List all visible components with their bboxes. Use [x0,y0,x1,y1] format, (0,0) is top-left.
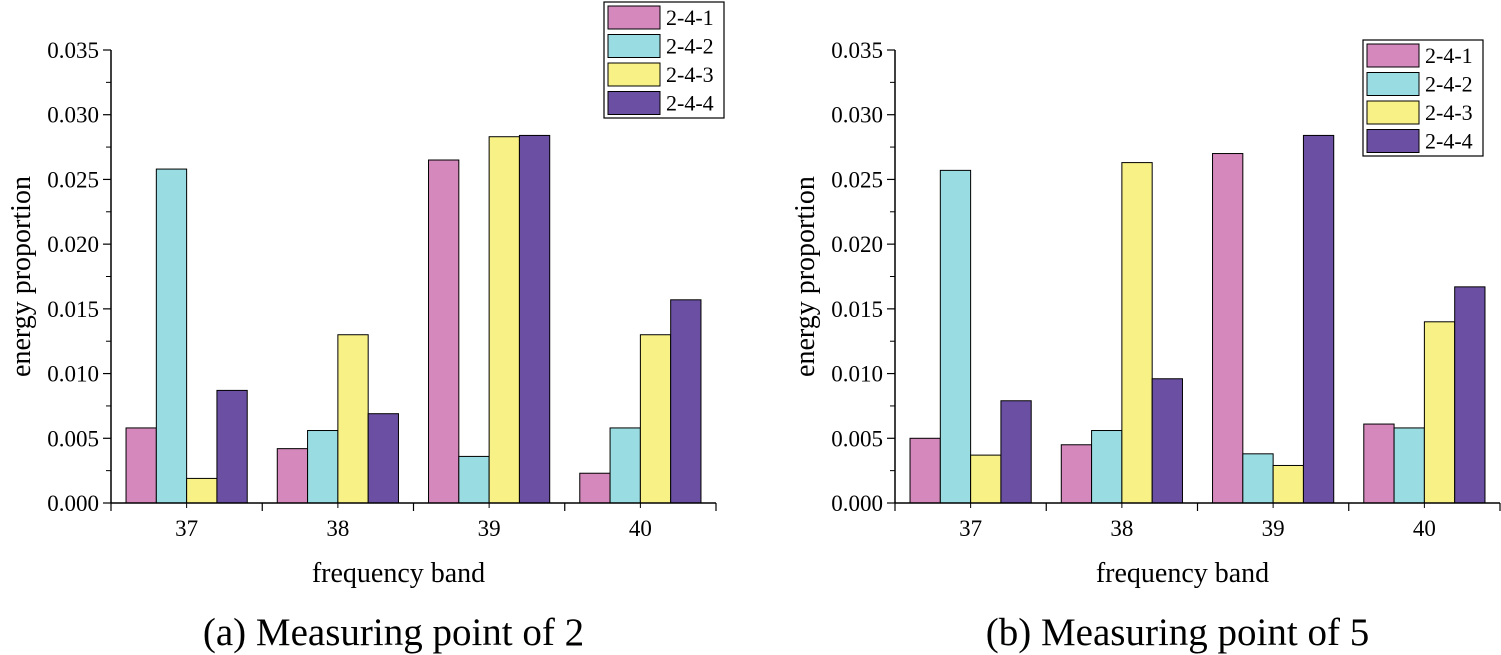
y-tick-label: 0.025 [47,167,99,192]
bar-2-4-2-39 [458,455,490,504]
legend-swatch-2-4-4 [607,91,661,115]
y-tick-label: 0.030 [831,103,883,128]
bar-2-4-2-38 [307,430,339,504]
x-tick-label: 40 [629,516,652,541]
legend-swatch-2-4-2 [1366,72,1420,96]
y-tick-label: 0.010 [47,362,99,387]
bar-2-4-3-37 [186,477,218,504]
bar-2-4-2-38 [1091,430,1123,504]
bar-2-4-4-39 [1302,134,1335,504]
bar-2-4-2-37 [939,169,972,504]
figure-caption: (a) Measuring point of 2 [203,611,584,654]
legend-swatch-2-4-4 [1366,129,1420,153]
y-tick-label: 0.025 [831,167,883,192]
x-tick-label: 40 [1413,516,1436,541]
x-tick-label: 38 [326,516,349,541]
x-tick-label: 39 [1262,516,1285,541]
legend-swatch-2-4-3 [1366,100,1420,125]
legend-swatch-2-4-1 [1366,43,1420,68]
legend-label-2-4-2: 2-4-2 [1425,72,1473,97]
bar-2-4-4-37 [216,389,248,504]
x-tick-label: 37 [959,516,982,541]
bar-2-4-4-40 [1454,286,1486,504]
y-tick-label: 0.015 [831,297,883,322]
bar-2-4-3-38 [337,334,369,504]
y-tick-label: 0.005 [831,426,883,451]
bar-2-4-1-40 [579,472,611,504]
x-tick-label: 38 [1110,516,1133,541]
legend-label-2-4-2: 2-4-2 [666,34,714,59]
bar-2-4-4-38 [1151,378,1183,504]
y-tick-label: 0.000 [831,491,883,516]
bar-2-4-1-40 [1363,423,1395,504]
x-tick-label: 37 [175,516,198,541]
legend-label-2-4-3: 2-4-3 [666,62,714,87]
legend-label-2-4-4: 2-4-4 [666,91,714,116]
y-tick-label: 0.010 [831,362,883,387]
figure-caption: (b) Measuring point of 5 [986,611,1369,654]
legend-swatch-2-4-3 [607,62,661,87]
legend: 2-4-1 2-4-2 2-4-3 2-4-4 [603,1,725,119]
bar-2-4-1-38 [276,448,309,504]
y-tick-label: 0.030 [47,103,99,128]
x-axis-title: frequency band [312,558,485,589]
bar-2-4-1-38 [1060,444,1093,504]
bar-2-4-2-40 [1393,427,1425,504]
y-tick-label: 0.005 [47,426,99,451]
legend: 2-4-1 2-4-2 2-4-3 2-4-4 [1362,39,1484,157]
x-axis-title: frequency band [1096,558,1269,589]
bar-2-4-2-40 [609,427,641,504]
bar-2-4-3-39 [1272,464,1304,504]
bar-2-4-3-40 [639,334,672,504]
y-axis-title: energy proportion [6,176,37,377]
chart-a: 0.000 0.005 0.010 0.015 0.020 0.025 0.030 0.035… [6,1,725,654]
y-tick-label: 0.000 [47,491,99,516]
bar-2-4-3-37 [970,454,1002,504]
y-tick-label: 0.020 [47,232,99,257]
legend-swatch-2-4-1 [607,5,661,30]
bar-2-4-4-38 [367,413,399,504]
bar-2-4-4-40 [670,299,702,504]
bar-2-4-4-37 [1000,400,1032,504]
bar-2-4-4-39 [518,134,551,504]
y-tick-label: 0.035 [831,38,883,63]
bar-2-4-1-39 [1212,153,1244,504]
legend-label-2-4-3: 2-4-3 [1425,100,1473,125]
bar-2-4-3-39 [488,136,520,504]
legend-label-2-4-4: 2-4-4 [1425,129,1473,154]
legend-label-2-4-1: 2-4-1 [1425,43,1473,68]
y-tick-label: 0.015 [47,297,99,322]
bar-2-4-3-40 [1423,321,1456,504]
bar-2-4-1-37 [125,427,157,504]
bar-2-4-1-37 [909,437,941,504]
legend-swatch-2-4-2 [607,34,661,58]
x-tick-label: 39 [478,516,501,541]
bar-2-4-1-39 [428,159,460,504]
chart-b: 0.000 0.005 0.010 0.015 0.020 0.025 0.030 0.035… [790,38,1501,654]
y-tick-label: 0.020 [831,232,883,257]
bar-2-4-2-37 [155,168,188,504]
y-axis-title: energy proportion [790,176,821,377]
bar-2-4-3-38 [1121,162,1153,504]
y-tick-label: 0.035 [47,38,99,63]
legend-label-2-4-1: 2-4-1 [666,5,714,30]
bar-2-4-2-39 [1242,453,1274,504]
